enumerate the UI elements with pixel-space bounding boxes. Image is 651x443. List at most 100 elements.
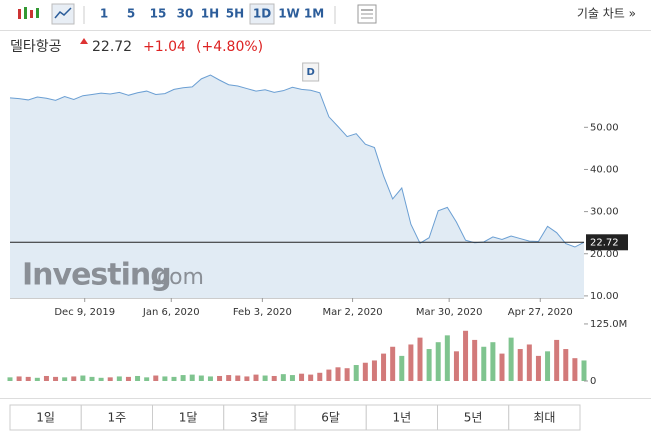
volume-bar	[98, 377, 104, 381]
volume-bar	[453, 351, 459, 381]
interval-button[interactable]: 1H	[201, 7, 219, 21]
volume-bar	[417, 337, 423, 381]
volume-bar	[299, 373, 305, 381]
volume-bar	[444, 335, 450, 381]
volume-bar	[517, 349, 523, 381]
y-tick-label: 50.00	[590, 122, 619, 133]
volume-bar	[390, 346, 396, 381]
line-icon-glyph	[54, 7, 72, 19]
interval-button[interactable]: 1W	[278, 7, 300, 21]
interval-button[interactable]: 1M	[304, 7, 324, 21]
interval-button[interactable]: 5H	[226, 7, 244, 21]
price: 22.72	[92, 39, 132, 55]
volume-y-tick-label: 125.0M	[590, 319, 627, 330]
volume-bar	[89, 376, 95, 381]
volume-bar	[499, 353, 505, 381]
volume-bar	[25, 376, 31, 381]
up-arrow	[80, 38, 88, 44]
volume-bar	[207, 376, 213, 381]
selected-interval-bg	[249, 3, 275, 25]
range-button[interactable]	[437, 404, 510, 431]
event-marker[interactable]	[302, 62, 320, 82]
volume-bar	[535, 355, 541, 381]
volume-bar	[426, 349, 432, 381]
volume-bar	[335, 367, 341, 381]
range-button[interactable]	[9, 404, 82, 431]
watermark-suffix: .com	[150, 265, 204, 290]
range-button-label: 5년	[464, 411, 483, 425]
volume-bar	[62, 377, 68, 381]
volume-bar	[545, 351, 551, 381]
instrument-name: 델타항공	[10, 39, 62, 55]
volume-bar	[326, 369, 332, 381]
change-percent: (+4.80%)	[196, 39, 263, 55]
range-button-label: 6달	[321, 411, 340, 425]
volume-bar	[153, 375, 159, 381]
range-button-label: 1년	[393, 411, 412, 425]
watermark: Investing	[22, 258, 171, 293]
interval-button[interactable]: 5	[127, 7, 135, 21]
range-button-label: 1일	[36, 411, 55, 425]
volume-bar	[125, 376, 131, 381]
volume-bar	[526, 344, 532, 381]
volume-bar	[144, 377, 150, 381]
x-tick-label: Mar 2, 2020	[322, 307, 382, 318]
volume-bar	[581, 360, 587, 381]
x-tick-label: Jan 6, 2020	[142, 307, 200, 318]
volume-bar	[435, 342, 441, 381]
candle-icon[interactable]	[18, 7, 39, 19]
volume-bar	[7, 377, 13, 381]
interval-button[interactable]: 1D	[253, 7, 271, 21]
price-line	[9, 74, 585, 248]
volume-bar	[80, 375, 86, 381]
volume-bar	[399, 355, 405, 381]
range-button-label: 3달	[250, 411, 269, 425]
volume-y-tick-label: 0	[590, 376, 596, 387]
volume-bar	[472, 339, 478, 381]
range-button[interactable]	[223, 404, 296, 431]
volume-bar	[572, 358, 578, 381]
y-tick-label: 30.00	[590, 207, 619, 218]
volume-bar	[244, 376, 250, 381]
x-tick-label: Apr 27, 2020	[508, 307, 573, 318]
volume-bar	[107, 377, 113, 381]
range-button[interactable]	[294, 404, 367, 431]
volume-bar	[43, 375, 49, 381]
y-tick-label: 20.00	[590, 249, 619, 260]
volume-bar	[353, 365, 359, 381]
range-button[interactable]	[152, 404, 225, 431]
volume-bar	[308, 374, 314, 381]
volume-bar	[162, 376, 168, 381]
y-tick-label: 10.00	[590, 291, 619, 302]
y-tick-label: 40.00	[590, 164, 619, 175]
interval-button[interactable]: 15	[150, 7, 167, 21]
volume-bar	[362, 362, 368, 381]
volume-bar	[171, 376, 177, 381]
volume-bar	[253, 374, 259, 381]
interval-button[interactable]: 30	[177, 7, 194, 21]
last-price-box	[586, 234, 628, 251]
volume-bar	[554, 339, 560, 381]
volume-bar	[116, 376, 122, 381]
range-button[interactable]	[508, 404, 581, 431]
tech-chart-link[interactable]: 기술 차트 »	[577, 7, 636, 21]
change: +1.04	[143, 39, 186, 55]
volume-bar	[563, 349, 569, 381]
range-button-label: 1달	[179, 411, 198, 425]
volume-bar	[408, 344, 414, 381]
volume-bar	[71, 376, 77, 381]
volume-bar	[180, 375, 186, 381]
x-tick-label: Feb 3, 2020	[233, 307, 292, 318]
interval-button[interactable]: 1	[100, 7, 108, 21]
volume-bar	[508, 337, 514, 381]
volume-bar	[135, 375, 141, 381]
volume-bar	[226, 375, 232, 381]
volume-bar	[381, 353, 387, 381]
x-tick-label: Dec 9, 2019	[54, 307, 115, 318]
volume-bar	[262, 375, 268, 381]
volume-bar	[481, 346, 487, 381]
volume-bar	[317, 372, 323, 381]
volume-bar	[280, 374, 286, 381]
